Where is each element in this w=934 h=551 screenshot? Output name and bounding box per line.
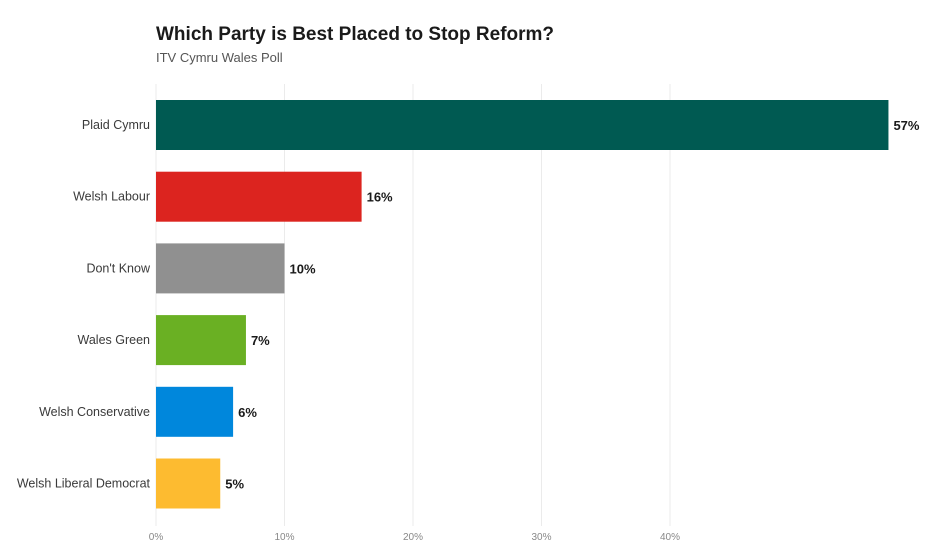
bar [156,386,234,437]
x-tick-label: 10% [274,532,294,543]
category-label: Wales Green [78,333,151,347]
bar [156,315,246,366]
x-tick-label: 30% [531,532,551,543]
value-label: 57% [893,118,919,133]
bar [156,171,362,222]
bars [156,100,889,509]
x-tick-label: 0% [149,532,164,543]
value-label: 5% [225,477,244,492]
category-label: Welsh Labour [73,190,150,204]
chart-title: Which Party is Best Placed to Stop Refor… [156,24,555,45]
bar [156,243,285,294]
labels: Plaid Cymru 57% Welsh Labour 16% Don't Know 1… [17,118,920,492]
bar [156,100,889,150]
category-label: Plaid Cymru [82,118,150,132]
x-axis-ticks: 0% 10% 20% 30% 40% [149,532,680,543]
x-tick-label: 20% [403,532,423,543]
value-label: 16% [367,190,393,205]
x-tick-label: 40% [660,532,680,543]
value-label: 10% [290,261,316,276]
chart-subtitle: ITV Cymru Wales Poll [156,50,283,65]
category-label: Don't Know [86,261,151,275]
category-label: Welsh Conservative [39,405,150,419]
value-label: 6% [238,405,257,420]
value-label: 7% [251,333,270,348]
gridlines [155,84,671,526]
bar [156,458,221,509]
category-label: Welsh Liberal Democrat [17,477,151,491]
